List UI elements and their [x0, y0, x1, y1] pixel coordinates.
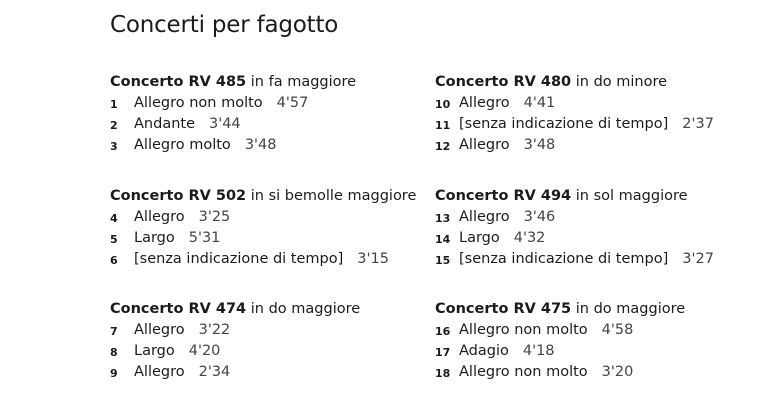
track-title: Allegro non molto: [459, 364, 588, 380]
track-title: Allegro: [459, 95, 510, 111]
track-number: 15: [435, 254, 451, 267]
track-number: 16: [435, 325, 451, 338]
concerto-name: Concerto RV 480: [435, 74, 572, 90]
track-number: 4: [110, 212, 118, 225]
track-duration: 5'31: [188, 230, 221, 246]
track-number: 11: [435, 119, 451, 132]
concerto-name: Concerto RV 502: [110, 188, 247, 204]
track-duration: 4'32: [513, 230, 546, 246]
track-duration: 3'48: [244, 137, 277, 153]
track-title: Largo: [134, 343, 175, 359]
concerto-name: Concerto RV 474: [110, 301, 247, 317]
track-row: 17 Adagio 4'18: [435, 341, 765, 362]
track-row: 12 Allegro 3'48: [435, 135, 765, 156]
concerto-heading: Concerto RV 474 in do maggiore: [110, 299, 440, 320]
track-row: 2 Andante 3'44: [110, 114, 440, 135]
track-title: [senza indicazione di tempo]: [459, 116, 669, 132]
track-row: 8 Largo 4'20: [110, 341, 440, 362]
track-title: [senza indicazione di tempo]: [134, 251, 344, 267]
track-title: [senza indicazione di tempo]: [459, 251, 669, 267]
track-number: 13: [435, 212, 451, 225]
track-title: Allegro: [134, 322, 185, 338]
concerto-key: in do maggiore: [575, 301, 686, 317]
track-title: Allegro non molto: [459, 322, 588, 338]
concerto-heading: Concerto RV 475 in do maggiore: [435, 299, 765, 320]
concerto-name: Concerto RV 485: [110, 74, 247, 90]
track-row: 11 [senza indicazione di tempo] 2'37: [435, 114, 765, 135]
track-number: 6: [110, 254, 118, 267]
track-row: 4 Allegro 3'25: [110, 207, 440, 228]
track-duration: 3'48: [523, 137, 556, 153]
track-duration: 3'44: [209, 116, 241, 132]
track-row: 14 Largo 4'32: [435, 228, 765, 249]
concerto-key: in do minore: [575, 74, 668, 90]
track-row: 9 Allegro 2'34: [110, 362, 440, 383]
track-duration: 4'20: [188, 343, 221, 359]
track-duration: 3'46: [523, 209, 556, 225]
track-row: 15 [senza indicazione di tempo] 3'27: [435, 249, 765, 270]
track-title: Largo: [459, 230, 500, 246]
track-duration: 3'25: [198, 209, 231, 225]
track-duration: 3'15: [357, 251, 389, 267]
track-duration: 2'34: [198, 364, 231, 380]
track-number: 3: [110, 140, 118, 153]
track-row: 13 Allegro 3'46: [435, 207, 765, 228]
track-number: 12: [435, 140, 451, 153]
track-row: 5 Largo 5'31: [110, 228, 440, 249]
track-duration: 4'57: [276, 95, 309, 111]
track-title: Allegro non molto: [134, 95, 263, 111]
concerto-heading: Concerto RV 485 in fa maggiore: [110, 72, 440, 93]
concerto-section: Concerto RV 485 in fa maggiore 1 Allegro n…: [110, 72, 440, 156]
track-number: 9: [110, 367, 118, 380]
track-title: Allegro: [134, 364, 185, 380]
concerto-name: Concerto RV 475: [435, 301, 572, 317]
concerto-key: in si bemolle maggiore: [250, 188, 417, 204]
concerto-key: in do maggiore: [250, 301, 361, 317]
track-duration: 3'22: [198, 322, 231, 338]
track-duration: 3'20: [601, 364, 634, 380]
track-number: 14: [435, 233, 451, 246]
track-number: 2: [110, 119, 118, 132]
concerto-section: Concerto RV 480 in do minore 10 Allegro 4'4…: [435, 72, 765, 156]
track-number: 5: [110, 233, 118, 246]
concerto-heading: Concerto RV 494 in sol maggiore: [435, 186, 765, 207]
track-number: 7: [110, 325, 118, 338]
track-duration: 3'27: [682, 251, 714, 267]
page-title: Concerti per fagotto: [110, 12, 339, 38]
track-title: Largo: [134, 230, 175, 246]
track-title: Allegro molto: [134, 137, 231, 153]
track-title: Allegro: [459, 209, 510, 225]
track-title: Adagio: [459, 343, 509, 359]
track-row: 18 Allegro non molto 3'20: [435, 362, 765, 383]
track-title: Allegro: [134, 209, 185, 225]
track-row: 1 Allegro non molto 4'57: [110, 93, 440, 114]
track-duration: 4'18: [522, 343, 555, 359]
concerto-key: in fa maggiore: [250, 74, 357, 90]
track-row: 10 Allegro 4'41: [435, 93, 765, 114]
concerto-key: in sol maggiore: [575, 188, 688, 204]
track-row: 6 [senza indicazione di tempo] 3'15: [110, 249, 440, 270]
track-title: Allegro: [459, 137, 510, 153]
track-title: Andante: [134, 116, 195, 132]
track-duration: 4'41: [523, 95, 556, 111]
track-row: 3 Allegro molto 3'48: [110, 135, 440, 156]
track-number: 1: [110, 98, 118, 111]
concerto-section: Concerto RV 474 in do maggiore 7 Allegro 3'…: [110, 299, 440, 383]
concerto-section: Concerto RV 494 in sol maggiore 13 Allegro…: [435, 186, 765, 270]
track-number: 18: [435, 367, 451, 380]
track-number: 8: [110, 346, 118, 359]
concerto-heading: Concerto RV 480 in do minore: [435, 72, 765, 93]
track-row: 7 Allegro 3'22: [110, 320, 440, 341]
track-duration: 4'58: [601, 322, 634, 338]
track-row: 16 Allegro non molto 4'58: [435, 320, 765, 341]
concerto-section: Concerto RV 475 in do maggiore 16 Allegro …: [435, 299, 765, 383]
track-number: 10: [435, 98, 451, 111]
track-number: 17: [435, 346, 451, 359]
track-duration: 2'37: [682, 116, 714, 132]
concerto-heading: Concerto RV 502 in si bemolle maggiore: [110, 186, 440, 207]
concerto-name: Concerto RV 494: [435, 188, 572, 204]
concerto-section: Concerto RV 502 in si bemolle maggiore 4 A…: [110, 186, 440, 270]
